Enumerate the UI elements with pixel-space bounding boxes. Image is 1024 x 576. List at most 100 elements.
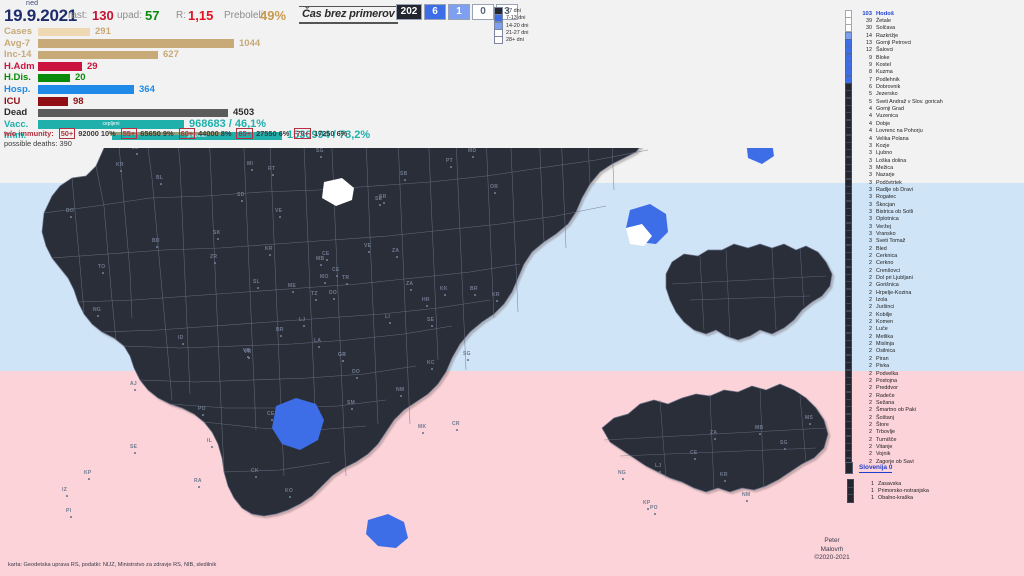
list-item[interactable]: 2 Podvelka xyxy=(845,369,1020,378)
list-item[interactable]: 14 Razkrižje xyxy=(845,31,1020,40)
municipality-dot xyxy=(217,238,219,240)
slovenia-total-row[interactable]: Slovenija 0 xyxy=(845,462,893,474)
list-item[interactable]: 4 Gornji Grad xyxy=(845,105,1020,114)
municipality-dot xyxy=(426,305,428,307)
list-item[interactable]: 30 Solčava xyxy=(845,24,1020,33)
list-item[interactable]: 4 Lovrenc na Pohorju xyxy=(845,127,1020,136)
list-item[interactable]: 13 Gornji Petrovci xyxy=(845,39,1020,48)
list-item[interactable]: 3 Kozje xyxy=(845,141,1020,150)
legend-label: 21-27 dni xyxy=(506,29,529,36)
region-list-item[interactable]: 1 Primorsko-notranjska xyxy=(847,486,1022,496)
municipality-borders xyxy=(43,43,649,477)
list-item[interactable]: 2 Osilnica xyxy=(845,347,1020,356)
list-item[interactable]: 2 Šmartno ob Paki xyxy=(845,406,1020,415)
municipality-dot xyxy=(694,458,696,460)
list-item[interactable]: 2 Juršinci xyxy=(845,303,1020,312)
growth-value: 130 xyxy=(92,8,114,23)
list-item[interactable]: 2 Dol pri Ljubljani xyxy=(845,274,1020,283)
list-item-count: 2 xyxy=(869,414,872,421)
list-item[interactable]: 2 Gorišnica xyxy=(845,281,1020,290)
list-item[interactable]: 2 Pivka xyxy=(845,362,1020,371)
municipality-code: SE xyxy=(130,444,138,450)
no-cases-badge[interactable]: Čas brez primerov xyxy=(299,6,398,24)
list-item[interactable]: 3 Radlje ob Dravi xyxy=(845,185,1020,194)
stat-value: 29 xyxy=(87,60,98,72)
list-item-name: Nazarje xyxy=(876,172,895,179)
list-item[interactable]: 2 Komen xyxy=(845,318,1020,327)
list-item[interactable]: 2 Sežana xyxy=(845,398,1020,407)
list-item[interactable]: 5 Jezersko xyxy=(845,90,1020,99)
list-item[interactable]: 3 Loška dolina xyxy=(845,156,1020,165)
list-item[interactable]: 2 Vitanje xyxy=(845,442,1020,451)
list-item[interactable]: 3 Rogatec xyxy=(845,193,1020,202)
list-item[interactable]: 2 Piran xyxy=(845,354,1020,363)
list-item-name: Hodoš xyxy=(876,10,895,17)
list-item[interactable]: 2 Crenšovci xyxy=(845,266,1020,275)
list-item-name: Metlika xyxy=(876,333,894,340)
list-item[interactable]: 2 Cerkno xyxy=(845,259,1020,268)
list-item-count: 2 xyxy=(869,304,872,311)
list-item[interactable]: 3 Vransko xyxy=(845,229,1020,238)
list-item[interactable]: 2 Mislinja xyxy=(845,340,1020,349)
region-ranking-list[interactable]: 1 Zasavska 1 Primorsko-notranjska 1 Obalno-kr… xyxy=(847,479,1022,503)
list-item[interactable]: 2 Kobilje xyxy=(845,310,1020,319)
list-item-name: Razkrižje xyxy=(876,32,899,39)
list-item[interactable]: 3 Podčetrtek xyxy=(845,178,1020,187)
list-item-count: 2 xyxy=(869,407,872,414)
list-item-name: Vuzenica xyxy=(876,113,898,120)
list-item[interactable]: 3 Nazarje xyxy=(845,171,1020,180)
list-item[interactable]: 3 Bistrica ob Sotli xyxy=(845,207,1020,216)
list-item[interactable]: 3 Škocjan xyxy=(845,200,1020,209)
list-item-name: Oplotnica xyxy=(876,216,899,223)
list-item[interactable]: 2 Radeče xyxy=(845,391,1020,400)
list-item[interactable]: 2 Izola xyxy=(845,296,1020,305)
municipality-dot xyxy=(324,282,326,284)
list-item[interactable]: 2 Bled xyxy=(845,244,1020,253)
list-item[interactable]: 39 Žetale xyxy=(845,17,1020,26)
list-item[interactable]: 2 Luče xyxy=(845,325,1020,334)
municipality-code: SG xyxy=(316,148,324,154)
list-item[interactable]: 2 Trbovlje xyxy=(845,428,1020,437)
list-item[interactable]: 4 Velika Polana xyxy=(845,134,1020,143)
list-item[interactable]: 2 Metlika xyxy=(845,332,1020,341)
list-item[interactable]: 3 Veržej xyxy=(845,222,1020,231)
list-item[interactable]: 4 Dobje xyxy=(845,119,1020,128)
list-item[interactable]: 2 Preddvor xyxy=(845,384,1020,393)
decline-value: 57 xyxy=(145,8,160,23)
list-item-count: 3 xyxy=(869,164,872,171)
list-item[interactable]: 12 Šalovci xyxy=(845,46,1020,55)
list-item[interactable]: 6 Dobrovnik xyxy=(845,83,1020,92)
municipality-dot xyxy=(134,389,136,391)
municipality-ranking-list[interactable]: 103 Hodoš 39 Žetale 30 Solčava 14 Razkrižje 13 Go… xyxy=(845,9,1020,466)
stat-value: 627 xyxy=(163,49,179,61)
list-item[interactable]: 2 Vojnik xyxy=(845,450,1020,459)
region-list-item[interactable]: 1 Obalno-kraška xyxy=(847,493,1022,503)
list-item-count: 3 xyxy=(869,201,872,208)
list-item-name: Solčava xyxy=(876,25,896,32)
list-item[interactable]: 2 Cerknica xyxy=(845,252,1020,261)
list-item[interactable]: 4 Vuzenica xyxy=(845,112,1020,121)
list-item[interactable]: 3 Ljubno xyxy=(845,149,1020,158)
list-item[interactable]: 5 Sveti Andraž v Slov. goricah xyxy=(845,97,1020,106)
municipality-code: SE xyxy=(427,317,435,323)
list-item[interactable]: 9 Kostel xyxy=(845,61,1020,70)
region-list-item[interactable]: 1 Zasavska xyxy=(847,479,1022,489)
list-item-name: Izola xyxy=(876,297,888,304)
list-item[interactable]: 9 Bloke xyxy=(845,53,1020,62)
municipality-code: ID xyxy=(178,335,184,341)
stat-bar-inner-label: cepljeni xyxy=(102,121,120,128)
list-item[interactable]: 8 Kuzma xyxy=(845,68,1020,77)
list-item[interactable]: 2 Štore xyxy=(845,420,1020,429)
list-item[interactable]: 3 Sveti Tomaž xyxy=(845,237,1020,246)
list-item[interactable]: 3 Oplotnica xyxy=(845,215,1020,224)
list-item[interactable]: 7 Podlehnik xyxy=(845,75,1020,84)
stat-row-avg-7: Avg-7 1044 xyxy=(0,38,390,50)
list-item[interactable]: 2 Turnišče xyxy=(845,435,1020,444)
list-item[interactable]: 103 Hodoš xyxy=(845,9,1020,18)
list-item[interactable]: 2 Hrpelje-Kozina xyxy=(845,288,1020,297)
day-counter-chips: 202 6 1 0 3 xyxy=(396,4,518,20)
list-item[interactable]: 3 Mežica xyxy=(845,163,1020,172)
list-item[interactable]: 2 Šoštanj xyxy=(845,413,1020,422)
list-item[interactable]: 2 Postojna xyxy=(845,376,1020,385)
